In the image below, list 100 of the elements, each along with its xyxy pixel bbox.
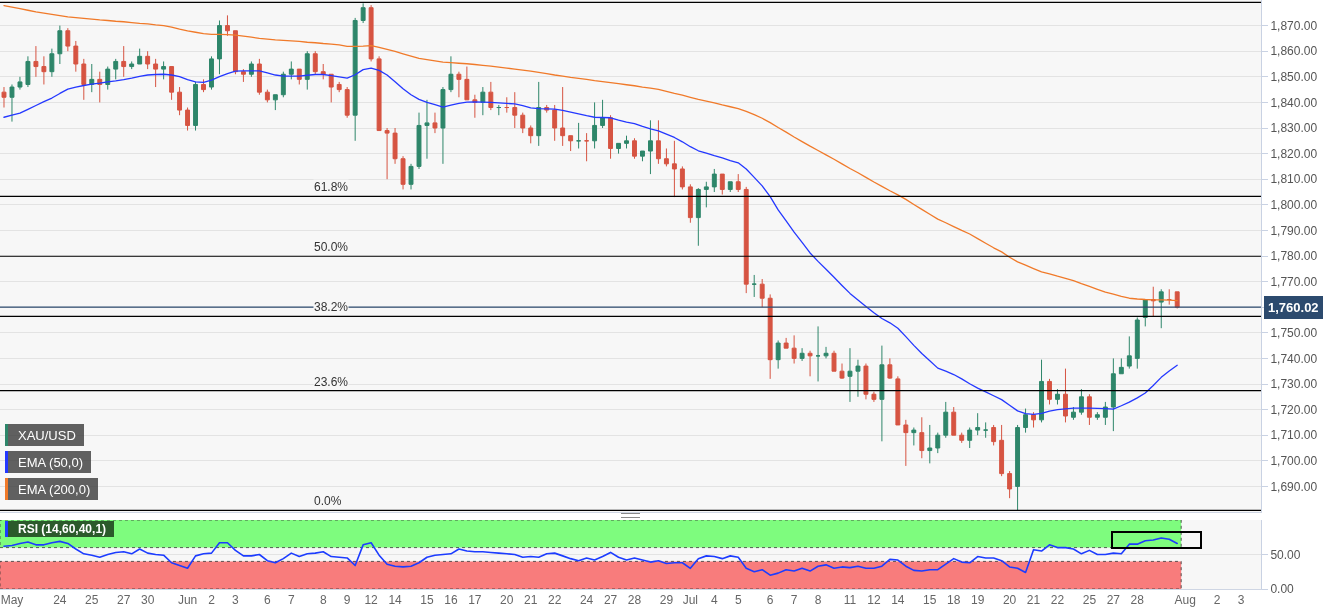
- legend-label: XAU/USD: [8, 427, 84, 443]
- x-tick-label: 18: [947, 593, 961, 608]
- candlestick: [1166, 288, 1172, 306]
- y-tick-label: 1,700.00: [1270, 454, 1318, 468]
- candlestick: [105, 66, 111, 91]
- candlestick: [1110, 357, 1116, 432]
- candlestick: [456, 71, 462, 98]
- candlestick: [240, 68, 246, 83]
- candlestick: [671, 140, 677, 198]
- candlestick: [911, 427, 917, 446]
- candlestick: [520, 112, 526, 134]
- candlestick: [464, 66, 470, 101]
- x-tick-label: 3: [232, 593, 240, 608]
- candlestick: [640, 150, 645, 162]
- candlestick: [73, 40, 79, 73]
- candlestick: [304, 50, 310, 91]
- candlestick: [552, 104, 558, 142]
- candlestick: [991, 424, 997, 446]
- y-tick-label: 1,790.00: [1270, 223, 1318, 238]
- x-tick-label: 19: [970, 593, 985, 608]
- x-tick-label: 25: [85, 593, 99, 608]
- candlestick: [719, 173, 725, 196]
- candlestick: [312, 50, 318, 75]
- candlestick: [400, 155, 406, 190]
- y-tick-label: 1,800.00: [1270, 198, 1318, 212]
- annotation: 0.0%: [314, 494, 342, 508]
- ref-line-label: 1,760.02: [1268, 300, 1319, 315]
- candlestick: [871, 391, 877, 403]
- x-tick-label: May: [0, 593, 24, 608]
- candlestick: [1, 86, 7, 109]
- x-tick-label: 11: [843, 593, 857, 608]
- candlestick: [1102, 401, 1108, 426]
- candlestick: [217, 19, 222, 75]
- candlestick: [344, 86, 350, 119]
- candlestick: [1094, 411, 1100, 421]
- candlestick: [384, 127, 390, 180]
- candlestick: [480, 86, 486, 116]
- candlestick: [177, 86, 183, 116]
- x-tick-label: 15: [923, 593, 937, 608]
- candlestick: [424, 99, 430, 160]
- y-tick-label: 0.00: [1270, 582, 1295, 597]
- x-tick-label: 14: [388, 593, 403, 608]
- candlestick: [272, 94, 278, 111]
- x-tick-label: 22: [1050, 593, 1065, 608]
- x-tick-label: 3: [1237, 593, 1245, 608]
- line-series: [3, 537, 1178, 576]
- candlestick: [592, 101, 598, 149]
- candlestick: [1015, 424, 1021, 511]
- candlestick: [225, 14, 230, 37]
- candlestick: [903, 419, 909, 467]
- x-tick-label: 21: [1026, 593, 1041, 608]
- candlestick: [81, 58, 87, 101]
- y-tick-label: 1,690.00: [1270, 479, 1318, 494]
- candlestick: [799, 347, 805, 362]
- candlestick: [743, 186, 749, 294]
- candlestick: [967, 427, 973, 449]
- x-tick-label: 15: [420, 593, 434, 608]
- candlestick: [185, 107, 191, 132]
- y-tick-label: 1,730.00: [1270, 377, 1318, 392]
- candlestick: [17, 76, 23, 91]
- candlestick: [504, 96, 510, 114]
- candlestick: [1070, 406, 1076, 421]
- y-tick-label: 1,820.00: [1270, 146, 1318, 161]
- x-tick-label: 25: [1082, 593, 1097, 608]
- x-tick-label: 21: [524, 593, 538, 608]
- x-tick-label: 17: [468, 593, 482, 608]
- x-tick-label: 5: [734, 593, 742, 608]
- candlestick: [735, 173, 741, 193]
- y-tick-label: 50.00: [1270, 547, 1301, 562]
- candlestick: [560, 86, 566, 147]
- candlestick: [584, 132, 590, 162]
- x-tick-label: Aug: [1174, 593, 1196, 608]
- candlestick: [161, 60, 167, 80]
- candlestick: [759, 278, 765, 308]
- candlestick: [616, 142, 621, 155]
- candlestick: [57, 25, 63, 65]
- candlestick: [927, 424, 933, 464]
- candlestick: [1047, 378, 1052, 405]
- y-tick-label: 1,860.00: [1270, 44, 1318, 59]
- candlestick: [368, 4, 374, 62]
- x-tick-label: 9: [343, 593, 351, 608]
- candlestick: [376, 55, 382, 132]
- candlestick: [935, 432, 941, 454]
- candlestick: [943, 401, 949, 439]
- x-tick-label: 2: [1213, 593, 1221, 608]
- candlestick: [999, 424, 1005, 477]
- candlestick: [695, 187, 701, 247]
- legend-label: RSI (14,60,40,1): [8, 522, 115, 536]
- legend-label: EMA (200,0): [8, 481, 99, 497]
- line-series: [3, 4, 1178, 302]
- x-tick-label: 6: [264, 593, 272, 608]
- candlestick: [951, 406, 957, 436]
- x-tick-label: 8: [319, 593, 327, 608]
- y-tick-label: 1,870.00: [1270, 18, 1318, 33]
- x-tick-label: 7: [790, 593, 798, 608]
- candlestick: [807, 350, 813, 377]
- x-tick-label: 24: [53, 593, 67, 608]
- candlestick: [1150, 286, 1156, 317]
- x-tick-label: 24: [579, 593, 594, 608]
- candlestick: [679, 165, 685, 190]
